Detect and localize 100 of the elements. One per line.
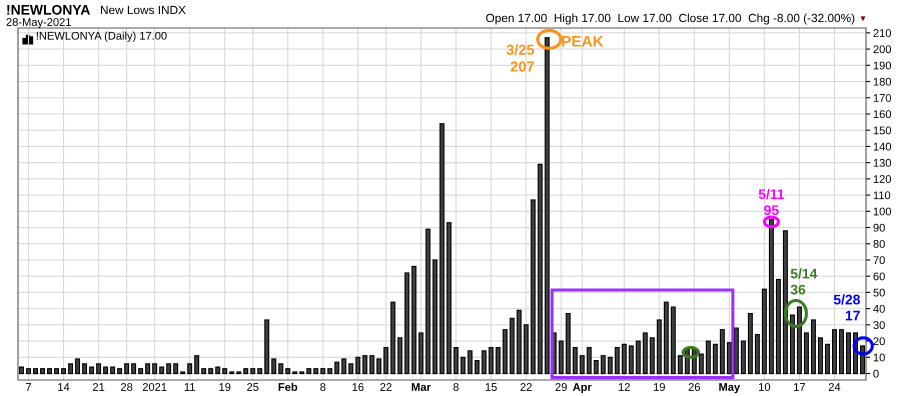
x-tick-label: 10 [759, 383, 770, 391]
bar [502, 329, 508, 374]
bar [26, 368, 31, 374]
bar [201, 368, 206, 374]
bar [468, 350, 473, 374]
bar [103, 366, 108, 374]
x-tick-label: 25 [247, 383, 258, 391]
bar [698, 353, 704, 374]
y-tick-label: 130 [874, 158, 892, 167]
text: ▼ [860, 16, 866, 22]
bar [124, 363, 130, 374]
bar [824, 344, 830, 374]
bar [320, 368, 326, 374]
bar [250, 368, 256, 374]
x-tick-label: 8 [320, 383, 326, 391]
bar [600, 355, 606, 374]
bar [257, 368, 262, 374]
bar [426, 228, 430, 374]
bar [306, 368, 312, 374]
bar [558, 340, 564, 374]
y-tick-label: 60 [874, 272, 885, 280]
bar [75, 358, 80, 374]
bar [376, 358, 382, 374]
bar [411, 266, 416, 374]
bar [446, 222, 452, 374]
y-tick-label: 140 [874, 142, 892, 151]
bar [131, 363, 136, 374]
bar [538, 164, 543, 374]
x-tick-label: 17 [794, 383, 806, 391]
bar [362, 355, 368, 374]
chart-title: !NEWLONYA [7, 4, 90, 15]
bar [636, 340, 641, 374]
bar [271, 358, 276, 374]
x-tick-label: Feb [278, 382, 298, 391]
bar [846, 332, 851, 374]
bar [383, 347, 388, 374]
bar [622, 344, 627, 374]
bar [748, 312, 753, 374]
y-tick-label: 210 [874, 29, 892, 37]
bar [516, 310, 522, 374]
bar [572, 347, 578, 374]
bar [650, 337, 655, 374]
y-tick-label: 90 [873, 224, 885, 232]
bar [138, 368, 144, 374]
bar [96, 363, 102, 374]
bar [544, 37, 550, 374]
y-tick-label: 120 [874, 175, 892, 183]
bar [754, 334, 760, 374]
annotation: 3/25 207 [506, 44, 534, 72]
y-tick-label: 80 [873, 240, 885, 248]
chart-subtitle: New Lows INDX [100, 6, 186, 14]
x-tick-label: Mar [412, 383, 431, 391]
bar [474, 360, 480, 374]
y-tick-label: 200 [874, 45, 892, 54]
bar [566, 312, 571, 374]
bar [482, 350, 487, 374]
x-tick-label: Apr [572, 383, 592, 394]
annotation: 5/11 95 [758, 188, 784, 216]
bar [734, 328, 739, 374]
annotation: 5/14 36 [790, 268, 818, 295]
x-tick-label: 24 [828, 383, 840, 391]
bar [243, 368, 248, 374]
y-tick-label: 110 [874, 191, 890, 200]
bar [720, 329, 725, 374]
x-tick-label: 19 [219, 383, 230, 391]
bar [208, 368, 214, 374]
y-tick-label: 150 [874, 126, 892, 134]
y-tick-label: 40 [873, 304, 885, 313]
bar [726, 342, 732, 374]
bar [642, 332, 648, 374]
x-tick-label: 22 [520, 383, 532, 391]
bar [40, 368, 46, 374]
bar [762, 288, 767, 374]
x-tick-label: 7 [26, 383, 32, 391]
x-tick-label: 2021 [142, 383, 166, 391]
bar [348, 363, 354, 374]
bar [61, 368, 66, 374]
bar [488, 347, 494, 374]
bar [390, 302, 396, 374]
bar [187, 363, 192, 374]
bar [768, 218, 774, 374]
bar [278, 363, 284, 374]
x-tick-label: 29 [556, 383, 567, 391]
y-tick-label: 70 [874, 256, 885, 264]
y-tick-label: 30 [873, 321, 885, 329]
bar [524, 324, 529, 374]
annotation: PEAK [562, 36, 604, 47]
bar [706, 340, 711, 374]
annotation: !NEWLONYA (Daily) 17.00 [36, 32, 167, 42]
annotation: 5/28 17 [834, 294, 860, 320]
bar [369, 355, 374, 374]
y-tick-label: 100 [874, 208, 892, 216]
x-tick-label: 16 [352, 383, 364, 391]
x-tick-label: 21 [92, 383, 104, 391]
text: Open 17.00 High 17.00 Low 17.00 Close 17.00 Chg -8.00 (-32.00%) [486, 14, 854, 25]
bar [313, 368, 318, 374]
x-tick-label: 12 [618, 383, 630, 391]
bar [670, 306, 676, 374]
bar [678, 355, 683, 374]
bar [327, 368, 332, 374]
